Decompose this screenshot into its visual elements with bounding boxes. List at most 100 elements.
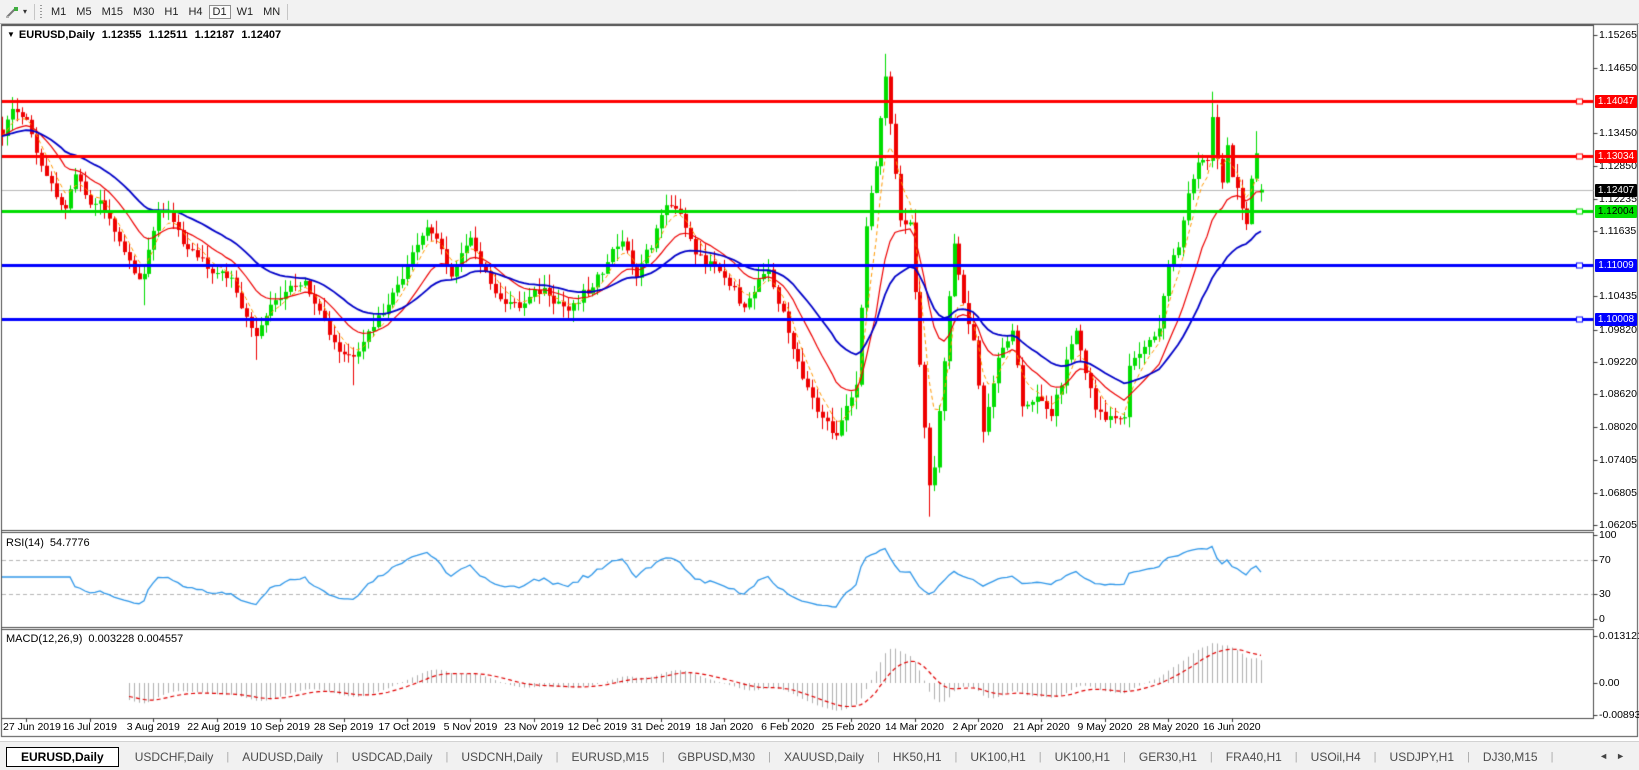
chart-tab-uk100-h1[interactable]: UK100,H1	[970, 749, 1026, 764]
timeframe-buttons: M1 M5 M15 M30 H1 H4 D1 W1 MN	[46, 2, 285, 21]
rsi-name: RSI(14)	[6, 537, 44, 549]
date-axis-label: 27 Jun 2019	[3, 721, 61, 733]
rsi-value: 54.7776	[49, 537, 90, 549]
timeframe-button-m5[interactable]: M5	[76, 6, 92, 18]
date-axis-label: 28 Sep 2019	[313, 721, 374, 733]
chart-tab-usdjpy-h1[interactable]: USDJPY,H1	[1389, 749, 1455, 764]
date-axis-label: 21 Apr 2020	[1013, 721, 1070, 733]
macd-values: 0.003228 0.004557	[88, 633, 184, 645]
date-axis-label: 28 May 2020	[1137, 721, 1199, 733]
timeframe-button-mn[interactable]: MN	[263, 6, 281, 18]
tab-separator: |	[1209, 750, 1213, 763]
rsi-axis-label: 100	[1599, 529, 1617, 541]
price-badge: 1.12407	[1595, 184, 1637, 197]
tab-scroll-right[interactable]: ►	[1616, 751, 1633, 761]
price-axis-label: 1.12850	[1599, 160, 1637, 172]
tab-separator: |	[768, 750, 771, 763]
date-axis-label: 6 Feb 2020	[761, 721, 815, 733]
tab-separator: |	[226, 750, 230, 763]
date-axis-label: 31 Dec 2019	[631, 721, 691, 733]
tab-separator: |	[1550, 750, 1554, 763]
price-badge: 1.11009	[1595, 259, 1637, 272]
macd-axis-label: 0.00	[1599, 677, 1620, 689]
tab-separator: |	[661, 750, 665, 763]
date-axis-label: 5 Nov 2019	[443, 721, 498, 733]
tab-strip: EURUSD,Daily USDCHF,Daily | AUDUSD,Daily | US…	[6, 745, 1554, 768]
chart-tab-eurusd-daily[interactable]: EURUSD,Daily	[6, 746, 119, 767]
toolbar: ▾ M1 M5 M15 M30 H1 H4 D1 W1 MN	[0, 0, 1639, 24]
tab-separator: |	[1038, 750, 1042, 763]
timeframe-button-m15[interactable]: M15	[101, 6, 123, 18]
timeframe-button-h1[interactable]: H1	[164, 6, 179, 18]
rsi-axis-label: 70	[1599, 554, 1611, 566]
chart-tab-xauusd-daily[interactable]: XAUUSD,Daily	[783, 749, 864, 764]
chart-menu-icon: ▼	[7, 30, 15, 39]
date-axis-label: 9 May 2020	[1077, 721, 1133, 733]
chart-tab-uk100-h1[interactable]: UK100,H1	[1054, 749, 1111, 764]
price-axis-label: 1.06205	[1599, 519, 1637, 531]
tab-separator: |	[445, 750, 449, 763]
chart-symbol: EURUSD,Daily	[18, 29, 95, 41]
date-axis-label: 14 Mar 2020	[885, 721, 945, 733]
chart-tab-usdchf-daily[interactable]: USDCHF,Daily	[134, 749, 214, 764]
price-axis-label: 1.09220	[1599, 356, 1637, 368]
date-axis-label: 18 Jan 2020	[695, 721, 754, 733]
chart-tab-ger30-h1[interactable]: GER30,H1	[1138, 749, 1197, 764]
tab-separator: |	[335, 750, 339, 763]
date-axis-label: 2 Apr 2020	[952, 721, 1004, 733]
timeframe-button-w1[interactable]: W1	[236, 6, 254, 18]
price-axis-label: 1.11635	[1599, 225, 1637, 237]
chart-tab-usdcad-daily[interactable]: USDCAD,Daily	[351, 749, 433, 764]
tab-separator: |	[555, 750, 559, 763]
date-axis-label: 17 Oct 2019	[378, 721, 436, 733]
timeframe-button-h4[interactable]: H4	[188, 6, 203, 18]
tab-separator: |	[1373, 750, 1377, 763]
price-axis-label: 1.13450	[1599, 127, 1637, 139]
price-axis-label: 1.15265	[1599, 29, 1637, 41]
date-axis-label: 25 Feb 2020	[821, 721, 881, 733]
rsi-label: RSI(14) 54.7776	[6, 537, 90, 549]
date-axis-label: 23 Nov 2019	[504, 721, 564, 733]
draw-tool-icon[interactable]	[3, 4, 21, 20]
toolbar-grip[interactable]	[39, 3, 45, 20]
macd-axis-label: -0.008933	[1599, 709, 1639, 721]
ohlc-low: 1.12187	[194, 29, 235, 41]
timeframe-button-m30[interactable]: M30	[132, 6, 155, 18]
chart-title: ▼ EURUSD,Daily 1.12355 1.12511 1.12187 1.1240…	[7, 29, 281, 41]
price-badge: 1.14047	[1595, 95, 1637, 108]
chart-tab-eurusd-m15[interactable]: EURUSD,M15	[571, 749, 649, 764]
price-badge: 1.10008	[1595, 313, 1637, 326]
tab-scroll-arrows: ◄►	[1599, 751, 1633, 761]
price-axis-label: 1.07405	[1599, 454, 1637, 466]
chart-tab-usoil-h4[interactable]: USOil,H4	[1310, 749, 1361, 764]
chart-tab-usdcnh-daily[interactable]: USDCNH,Daily	[461, 749, 543, 764]
date-axis-label: 16 Jul 2019	[62, 721, 117, 733]
chart-tab-dj30-m15[interactable]: DJ30,M15	[1482, 749, 1538, 764]
timeframe-button-d1[interactable]: D1	[208, 5, 231, 19]
chart-tab-fra40-h1[interactable]: FRA40,H1	[1225, 749, 1282, 764]
timeframe-button-m1[interactable]: M1	[51, 6, 67, 18]
price-axis-label: 1.10435	[1599, 290, 1637, 302]
date-axis-label: 3 Aug 2019	[126, 721, 180, 733]
price-badge: 1.13034	[1595, 150, 1637, 163]
ohlc-high: 1.12511	[148, 29, 188, 41]
tab-scroll-left[interactable]: ◄	[1599, 751, 1617, 761]
price-axis-label: 1.08620	[1599, 388, 1637, 400]
price-axis-label: 1.14650	[1599, 62, 1637, 74]
chart-tab-hk50-h1[interactable]: HK50,H1	[892, 749, 942, 764]
date-axis-label: 16 Jun 2020	[1202, 721, 1261, 733]
tab-separator: |	[954, 750, 958, 763]
chart-tab-gbpusd-m30[interactable]: GBPUSD,M30	[677, 749, 756, 764]
ohlc-open: 1.12355	[101, 29, 142, 41]
chart-tab-bar: EURUSD,Daily USDCHF,Daily | AUDUSD,Daily | US…	[0, 741, 1639, 770]
tab-separator: |	[876, 750, 880, 763]
macd-axis-label: 0.013121	[1599, 630, 1639, 642]
date-axis-label: 10 Sep 2019	[250, 721, 310, 733]
macd-label: MACD(12,26,9) 0.003228 0.004557	[6, 633, 183, 645]
chart-tab-audusd-daily[interactable]: AUDUSD,Daily	[242, 749, 323, 764]
chevron-down-icon[interactable]: ▾	[23, 7, 28, 16]
date-axis-label: 22 Aug 2019	[187, 721, 247, 733]
rsi-axis-label: 0	[1599, 613, 1605, 625]
price-axis-label: 1.06805	[1599, 487, 1637, 499]
